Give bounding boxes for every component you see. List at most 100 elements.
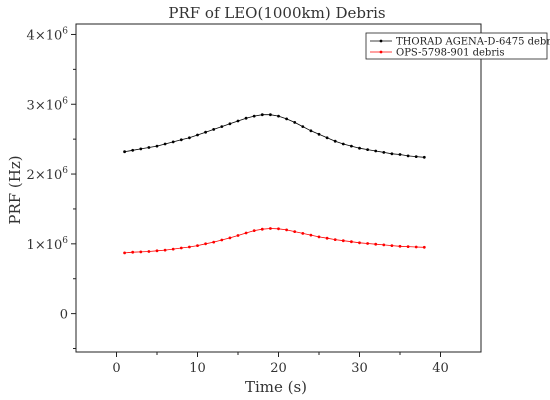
data-point xyxy=(390,244,394,248)
x-tick-label: 0 xyxy=(112,361,120,376)
data-point xyxy=(269,113,272,117)
data-point xyxy=(220,238,224,242)
chart-title: PRF of LEO(1000km) Debris xyxy=(168,4,385,22)
data-point xyxy=(163,142,167,146)
y-tick-exponent: 6 xyxy=(62,166,68,176)
data-point xyxy=(131,148,135,152)
data-point xyxy=(398,153,402,156)
data-point xyxy=(374,242,378,246)
data-point xyxy=(269,227,272,230)
data-point xyxy=(147,146,151,149)
data-point xyxy=(252,229,256,233)
data-point xyxy=(163,248,167,252)
y-tick-mantissa: 2×10 xyxy=(27,168,63,183)
y-tick-exponent: 6 xyxy=(62,26,68,36)
data-point xyxy=(309,233,313,237)
x-axis-label: Time (s) xyxy=(245,378,307,396)
y-tick-label: 0 xyxy=(60,308,68,323)
y-tick-mantissa: 4×10 xyxy=(27,28,63,43)
data-point xyxy=(406,245,410,249)
legend-swatch-marker xyxy=(379,39,383,43)
data-point xyxy=(179,138,183,142)
data-point xyxy=(228,122,232,126)
plot-frame xyxy=(75,23,482,353)
y-tick-exponent: 6 xyxy=(62,236,68,246)
data-point xyxy=(123,251,126,255)
legend-entry-label: OPS-5798-901 debris xyxy=(396,48,504,59)
data-point xyxy=(139,147,143,151)
y-tick-label: 2×106 xyxy=(27,166,69,183)
data-point xyxy=(244,116,248,120)
y-tick-exponent: 6 xyxy=(62,96,68,106)
data-point xyxy=(309,129,313,133)
data-point xyxy=(317,235,321,239)
data-point xyxy=(333,238,337,242)
x-tick-label: 20 xyxy=(270,361,287,376)
plot-area xyxy=(75,23,482,353)
data-point xyxy=(260,113,264,117)
data-point xyxy=(171,247,175,251)
x-tick-label: 40 xyxy=(432,361,449,376)
data-point xyxy=(325,236,329,240)
data-point xyxy=(131,250,135,254)
data-point xyxy=(285,228,288,232)
series-layer xyxy=(123,113,426,255)
series-line-1 xyxy=(124,114,425,158)
legend-box xyxy=(365,32,548,60)
data-point xyxy=(382,151,386,154)
data-point xyxy=(212,240,216,244)
y-tick-mantissa: 3×10 xyxy=(27,98,63,113)
data-point xyxy=(155,144,159,148)
data-point xyxy=(358,241,361,245)
data-point xyxy=(196,133,199,137)
data-point xyxy=(123,150,126,154)
data-point xyxy=(220,125,224,128)
data-point xyxy=(204,242,208,246)
data-point xyxy=(293,230,297,234)
data-point xyxy=(196,244,199,248)
data-point xyxy=(277,227,280,231)
y-tick-label: 3×106 xyxy=(27,96,69,113)
data-point xyxy=(155,249,159,253)
data-point xyxy=(333,139,337,143)
data-point xyxy=(414,245,418,249)
data-point xyxy=(147,250,151,253)
data-point xyxy=(228,236,232,240)
legend-entry-label: THORAD AGENA-D-6475 debris xyxy=(396,37,550,48)
data-point xyxy=(188,136,191,140)
data-point xyxy=(301,232,305,235)
data-point xyxy=(366,148,369,152)
data-point xyxy=(366,242,369,245)
x-tick-label: 30 xyxy=(351,361,368,376)
data-point xyxy=(398,244,402,248)
data-point xyxy=(212,127,216,131)
data-point xyxy=(341,142,345,146)
legend-swatch-marker xyxy=(379,50,383,54)
series-line-2 xyxy=(124,228,425,254)
data-point xyxy=(179,246,183,250)
data-point xyxy=(244,231,248,235)
data-point xyxy=(390,152,394,156)
data-point xyxy=(188,245,191,249)
data-point xyxy=(317,132,321,136)
data-point xyxy=(171,140,175,144)
data-point xyxy=(341,239,345,243)
data-point xyxy=(374,149,378,153)
x-tick-label: 10 xyxy=(189,361,206,376)
data-point xyxy=(422,155,426,159)
data-point xyxy=(260,227,264,231)
data-point xyxy=(252,114,256,118)
data-point xyxy=(285,117,288,121)
data-point xyxy=(406,154,410,158)
data-point xyxy=(325,136,329,140)
data-point xyxy=(422,245,426,249)
x-axis: 0 10 20 30 40 xyxy=(112,352,449,376)
data-point xyxy=(350,240,353,244)
y-tick-label: 1×106 xyxy=(27,236,69,253)
y-axis-label: PRF (Hz) xyxy=(6,155,24,224)
data-point xyxy=(358,146,361,150)
data-point xyxy=(293,121,297,124)
